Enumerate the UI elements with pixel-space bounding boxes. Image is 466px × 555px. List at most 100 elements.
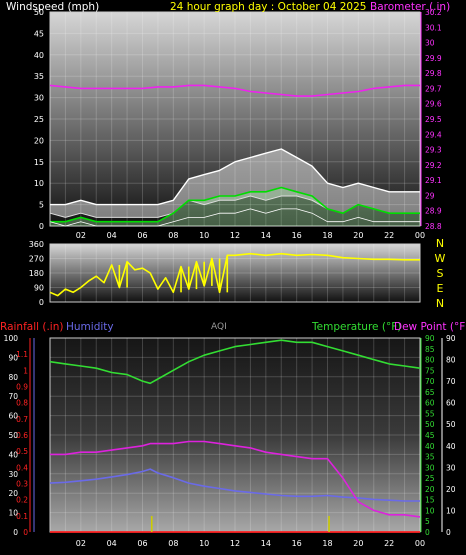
dewpoint-y-tick-label: 50: [446, 420, 456, 429]
wind-panel-background: [49, 11, 421, 227]
wind-average-line: [50, 186, 420, 223]
gust-max-line: [50, 148, 420, 206]
dewpoint-y-tick-label: 70: [446, 377, 456, 386]
temperature-y-tick-label: 30: [425, 463, 435, 472]
wind-x-tick-label: 08: [168, 231, 178, 240]
temperature-line: [49, 339, 421, 385]
temperature-y-tick-label: 55: [425, 409, 435, 418]
temperature-y-tick-label: 90: [425, 334, 435, 343]
wind-y-tick-label: 5: [39, 201, 44, 210]
temperature-y-tick-label: 15: [425, 496, 435, 505]
humidity-axis-title: Humidity: [66, 321, 114, 333]
temperature-y-tick-label: 25: [425, 474, 435, 483]
temperature-x-tick-label: 20: [353, 539, 363, 548]
temperature-x-tick-label: 00: [415, 539, 425, 548]
compass-w: W: [434, 252, 446, 265]
temperature-y-tick-label: 5: [425, 517, 430, 526]
temperature-y-tick-label: 65: [425, 388, 435, 397]
temperature-y-tick-label: 50: [425, 420, 435, 429]
wind-y-tick-label: 50: [34, 8, 44, 17]
temperature-x-tick-label: 06: [137, 539, 147, 548]
rain-y-tick-label: 1.1: [16, 350, 28, 359]
compass-s: S: [436, 267, 444, 280]
humidity-y-tick-label: 0: [13, 528, 18, 537]
wind-x-tick-label: 14: [261, 231, 271, 240]
barometer-y-tick-label: 29.3: [425, 146, 442, 155]
temperature-y-tick-label: 20: [425, 485, 435, 494]
barometer-y-tick-label: 29: [425, 191, 435, 200]
barometer-y-tick-label: 29.8: [425, 69, 442, 78]
barometer-y-tick-label: 30: [425, 39, 435, 48]
humidity-y-tick-label: 50: [8, 431, 18, 440]
wind-y-tick-label: 40: [34, 51, 44, 60]
direction-panel-background: [49, 243, 421, 303]
humidity-y-tick-label: 90: [8, 353, 18, 362]
barometer-axis-title: Barometer (.in): [370, 1, 451, 13]
wind-y-tick-label: 25: [34, 115, 44, 124]
wind-y-tick-label: 20: [34, 136, 44, 145]
temperature-y-tick-label: 35: [425, 453, 435, 462]
wind-y-tick-label: 10: [34, 179, 44, 188]
wind-x-tick-label: 16: [292, 231, 302, 240]
barometer-y-tick-label: 29.9: [425, 54, 442, 63]
temperature-x-tick-label: 16: [292, 539, 302, 548]
wind-x-tick-label: 18: [322, 231, 332, 240]
temperature-y-tick-label: 60: [425, 399, 435, 408]
barometer-y-tick-label: 28.9: [425, 207, 442, 216]
temperature-x-tick-label: 10: [199, 539, 209, 548]
direction-y-tick-label: 360: [29, 240, 44, 249]
barometer-y-tick-label: 29.2: [425, 161, 442, 170]
dewpoint-y-tick-label: 60: [446, 399, 456, 408]
temperature-axis-title: Temperature (°F): [312, 321, 402, 333]
wind-x-tick-label: 02: [76, 231, 86, 240]
wind-y-tick-label: 30: [34, 94, 44, 103]
humidity-y-tick-label: 80: [8, 373, 18, 382]
temperature-y-tick-label: 85: [425, 345, 435, 354]
barometer-y-tick-label: 29.7: [425, 84, 442, 93]
temperature-y-tick-label: 75: [425, 366, 435, 375]
temperature-x-tick-label: 12: [230, 539, 240, 548]
dewpoint-axis-title: Dew Point (°F): [394, 321, 466, 333]
rain-y-tick-label: 0.2: [16, 496, 28, 505]
wind-x-tick-label: 10: [199, 231, 209, 240]
barometer-y-tick-label: 30.2: [425, 8, 442, 17]
wind-x-tick-label: 00: [415, 231, 425, 240]
wind-lull-area: [50, 187, 420, 226]
temperature-y-tick-label: 80: [425, 356, 435, 365]
rain-y-tick-label: 0.7: [16, 415, 28, 424]
temperature-x-tick-label: 22: [384, 539, 394, 548]
wind-axis-title: Windspeed (mph): [6, 1, 100, 13]
humidity-y-tick-label: 30: [8, 470, 18, 479]
barometer-y-tick-label: 29.1: [425, 176, 442, 185]
wind-y-tick-label: 0: [39, 222, 44, 231]
humidity-y-tick-label: 20: [8, 489, 18, 498]
graph-title: 24 hour graph day : October 04 2025: [170, 1, 367, 13]
compass-e: E: [436, 282, 444, 295]
humidity-y-tick-label: 10: [8, 509, 18, 518]
temperature-x-tick-label: 08: [168, 539, 178, 548]
aqi-label: AQI: [211, 322, 227, 332]
dewpoint-y-tick-label: 40: [446, 442, 456, 451]
direction-y-tick-label: 180: [29, 269, 44, 278]
compass-labels: N W S E N: [432, 236, 448, 311]
rain-y-tick-label: 0.4: [16, 463, 28, 472]
temperature-panel-background: [49, 337, 421, 533]
dewpoint-y-tick-label: 20: [446, 485, 456, 494]
temperature-x-tick-label: 14: [261, 539, 271, 548]
temperature-y-tick-label: 10: [425, 506, 435, 515]
humidity-y-tick-label: 100: [4, 334, 19, 343]
dewpoint-line: [50, 440, 421, 518]
humidity-y-tick-label: 60: [8, 412, 18, 421]
temperature-y-tick-label: 70: [425, 377, 435, 386]
rain-y-tick-label: 0: [23, 528, 28, 537]
rain-y-tick-label: 0.5: [16, 447, 28, 456]
temperature-x-tick-label: 02: [76, 539, 86, 548]
dewpoint-y-tick-label: 0: [446, 528, 451, 537]
rain-y-tick-label: 0.3: [16, 480, 28, 489]
wind-x-tick-label: 12: [230, 231, 240, 240]
barometer-y-tick-label: 29.4: [425, 130, 442, 139]
wind-y-tick-label: 45: [34, 29, 44, 38]
barometer-y-tick-label: 29.6: [425, 100, 442, 109]
